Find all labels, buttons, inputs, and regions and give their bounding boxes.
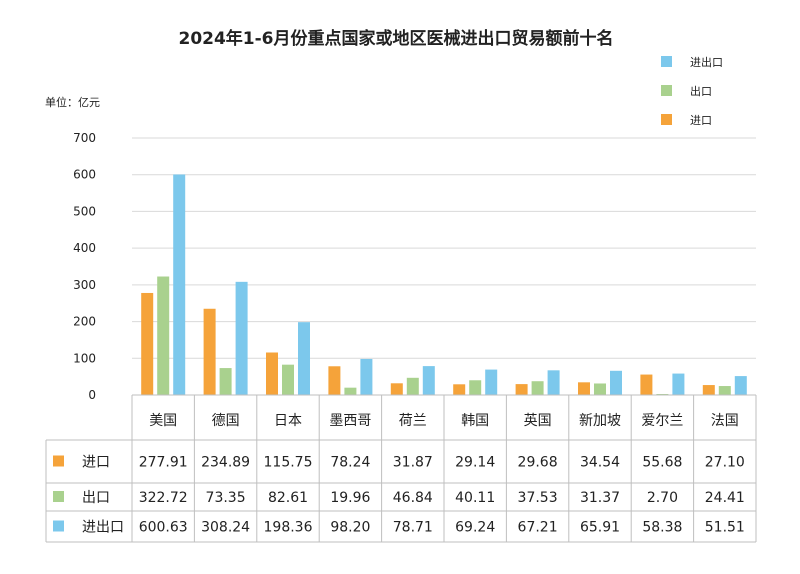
category-label: 爱尔兰 [641,413,683,429]
category-label: 德国 [212,413,240,429]
legend-swatch-进出口 [661,56,672,67]
legend-label: 出口 [690,84,712,98]
data-label: 19.96 [330,490,370,506]
bar-进口-德国 [203,308,216,395]
category-label: 法国 [711,413,739,429]
bar-进出口-英国 [547,370,560,395]
bar-出口-法国 [718,386,731,395]
bar-进口-墨西哥 [328,366,341,395]
category-label: 日本 [274,413,302,429]
bar-进出口-新加坡 [610,370,622,395]
bar-进口-日本 [266,352,278,395]
data-label: 600.63 [139,520,188,536]
category-label: 新加坡 [579,413,621,429]
data-label: 98.20 [330,520,370,536]
data-label: 69.24 [455,520,495,536]
bar-进口-韩国 [453,384,466,395]
bar-进口-荷兰 [390,383,403,395]
data-label: 24.41 [705,490,745,506]
bar-出口-美国 [157,276,170,395]
legend-label: 进口 [690,114,712,127]
y-tick-label: 600 [73,168,96,182]
row-swatch-出口 [53,491,64,502]
data-label: 67.21 [518,520,558,536]
data-label: 34.54 [580,455,620,471]
data-label: 37.53 [518,490,558,506]
bar-出口-新加坡 [594,383,606,395]
data-label: 58.38 [642,520,682,536]
y-axis-ticks: 0 100 200 300 400 500 600 700 [73,131,96,402]
data-label: 82.61 [268,490,308,506]
category-label: 荷兰 [399,413,427,429]
data-label: 198.36 [264,520,313,536]
data-label: 78.24 [330,455,370,471]
bar-进出口-韩国 [485,369,498,395]
legend-swatch-出口 [661,85,672,96]
data-label: 27.10 [705,455,745,471]
y-tick-label: 100 [73,351,96,365]
data-label: 73.35 [206,490,246,506]
bar-进口-新加坡 [578,382,590,395]
data-label: 78.71 [393,520,433,536]
y-tick-label: 0 [88,388,96,402]
bar-进出口-德国 [235,281,248,395]
bar-进口-法国 [702,385,715,395]
legend-label: 进出口 [690,55,723,69]
data-label: 277.91 [139,455,188,471]
category-label: 英国 [524,412,552,429]
data-label: 31.87 [393,455,433,471]
unit-label: 单位：亿元 [45,95,100,109]
row-label: 出口 [82,490,110,506]
data-label: 322.72 [139,490,188,506]
category-label: 韩国 [461,413,489,429]
y-tick-label: 300 [73,278,96,292]
y-tick-label: 200 [73,315,96,329]
bar-进口-英国 [515,384,528,395]
data-label: 115.75 [264,455,313,471]
y-tick-label: 500 [73,204,96,218]
gridlines [132,137,756,396]
chart-title: 2024年1-6月份重点国家或地区医械进出口贸易额前十名 [178,28,613,49]
data-label: 55.68 [642,455,682,471]
data-label: 2.70 [647,490,678,506]
y-tick-label: 700 [73,131,96,145]
bar-出口-英国 [531,381,544,395]
data-label: 51.51 [705,520,745,536]
bar-进出口-美国 [173,174,186,395]
row-label: 进口 [82,455,110,471]
bar-进出口-爱尔兰 [672,373,685,395]
data-label: 46.84 [393,490,433,506]
bar-进口-爱尔兰 [640,374,653,395]
bar-出口-韩国 [469,380,482,395]
category-label: 墨西哥 [329,413,371,429]
bar-进出口-法国 [734,376,747,395]
bar-进出口-日本 [298,322,310,395]
data-label: 308.24 [201,520,250,536]
data-label: 31.37 [580,490,620,506]
bar-进出口-墨西哥 [360,358,373,395]
bar-出口-德国 [219,368,232,395]
legend-swatch-进口 [661,114,672,125]
data-label: 65.91 [580,520,620,536]
bar-出口-日本 [282,364,294,395]
data-label: 40.11 [455,490,495,506]
bars [141,174,747,395]
data-label: 29.68 [518,455,558,471]
category-label: 美国 [149,413,177,429]
y-tick-label: 400 [73,241,96,255]
row-swatch-进口 [53,455,64,467]
row-label: 进出口 [82,520,124,536]
row-swatch-进出口 [53,520,64,532]
bar-进口-美国 [141,292,154,395]
bar-出口-荷兰 [406,377,419,395]
bar-出口-墨西哥 [344,387,357,395]
bar-进出口-荷兰 [422,366,435,395]
data-label: 234.89 [201,455,250,471]
data-label: 29.14 [455,455,495,471]
